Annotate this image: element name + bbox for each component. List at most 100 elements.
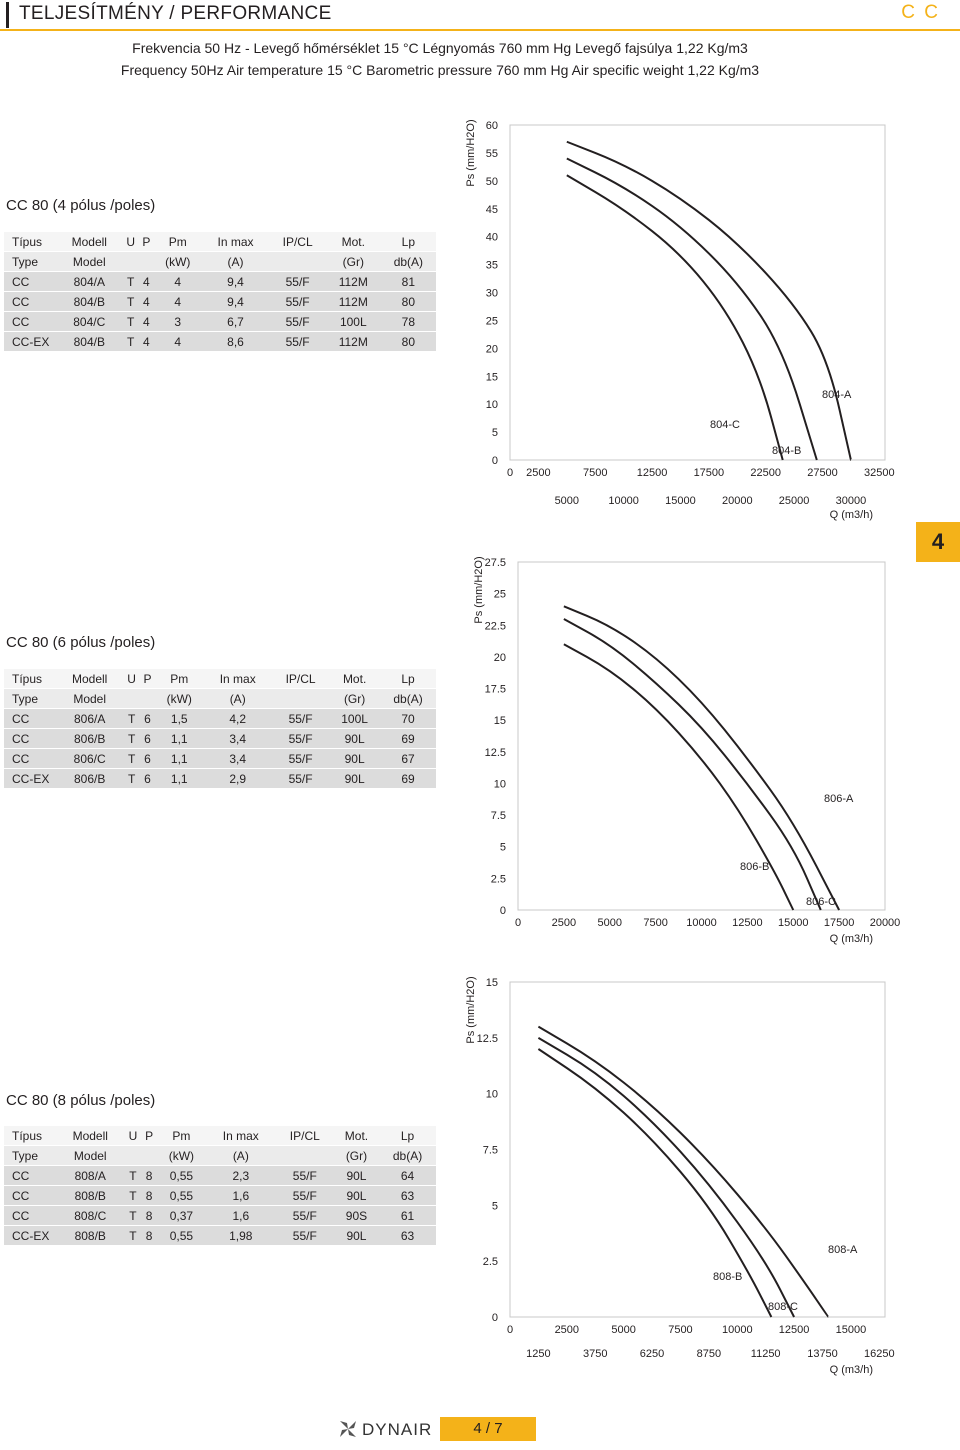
table-cell: 100L bbox=[329, 708, 381, 729]
table-cell: 90L bbox=[333, 1165, 380, 1186]
table-cell: 804/C bbox=[56, 311, 123, 332]
dynair-logo: DYNAIR bbox=[338, 1417, 458, 1441]
x-tick-label-secondary: 3750 bbox=[583, 1348, 607, 1360]
x-tick-label-secondary: 10000 bbox=[608, 495, 639, 507]
x-tick-label: 17500 bbox=[694, 467, 725, 479]
table-cell: 90L bbox=[329, 748, 381, 769]
y-axis-label: Ps (mm/H2O) bbox=[465, 119, 477, 186]
table-row: CC-EX 806/B T 6 1,1 2,9 55/F 90L 69 bbox=[4, 768, 436, 789]
table-cell: In max bbox=[203, 669, 272, 689]
table-row: CC 806/B T 6 1,1 3,4 55/F 90L 69 bbox=[4, 728, 436, 749]
table-cell: Lp bbox=[380, 669, 436, 689]
table-cell bbox=[123, 688, 140, 709]
table-cell: T bbox=[122, 291, 139, 312]
table-cell: Lp bbox=[380, 232, 436, 252]
x-axis-label: Q (m3/h) bbox=[830, 509, 873, 521]
table-cell: 55/F bbox=[272, 728, 330, 749]
x-axis-label: Q (m3/h) bbox=[830, 933, 873, 945]
y-tick-label: 60 bbox=[486, 120, 498, 132]
table-cell: 4 bbox=[153, 291, 202, 312]
table-cell: 806/B bbox=[56, 768, 124, 789]
table-cell: Modell bbox=[56, 232, 123, 252]
table-cell: 80 bbox=[380, 331, 436, 352]
table-cell: CC bbox=[4, 1185, 56, 1206]
table-cell: 0,55 bbox=[156, 1165, 206, 1186]
y-tick-label: 0 bbox=[500, 905, 506, 917]
page-number-box: 4 / 7 bbox=[440, 1417, 536, 1441]
y-tick-label: 20 bbox=[494, 652, 506, 664]
x-tick-label-secondary: 20000 bbox=[722, 495, 753, 507]
table-cell: 804/B bbox=[56, 291, 123, 312]
table-cell: T bbox=[124, 1225, 142, 1246]
table-cell: Model bbox=[56, 688, 124, 709]
table-cell: U bbox=[123, 669, 140, 689]
table-cell: 55/F bbox=[269, 331, 326, 352]
section-tab[interactable]: 4 bbox=[916, 522, 960, 562]
series-line-804-C bbox=[566, 174, 784, 461]
y-tick-label: 25 bbox=[486, 315, 498, 327]
x-tick-label-secondary: 15000 bbox=[665, 495, 696, 507]
x-tick-label: 22500 bbox=[750, 467, 781, 479]
table-header-row: Type Model (kW) (A) (Gr) db(A) bbox=[4, 688, 436, 709]
table-row: CC 808/C T 8 0,37 1,6 55/F 90S 61 bbox=[4, 1205, 436, 1226]
table-cell: T bbox=[123, 748, 140, 769]
x-tick-label: 17500 bbox=[824, 917, 855, 929]
x-tick-label: 2500 bbox=[555, 1324, 579, 1336]
performance-chart-6pole: 0 2.5 5 7.5 10 12.5 15 17.5 20 22.5 25 27.5Ps (mm/H… bbox=[473, 556, 900, 945]
table-cell: P bbox=[141, 1126, 157, 1146]
y-tick-label: 45 bbox=[486, 204, 498, 216]
series-label-806-B: 806-B bbox=[740, 861, 769, 873]
table-cell: (kW) bbox=[156, 1145, 206, 1166]
table-row: CC 806/A T 6 1,5 4,2 55/F 100L 70 bbox=[4, 708, 436, 729]
subtitle-en: Frequency 50Hz Air temperature 15 °C Bar… bbox=[120, 62, 760, 78]
x-tick-label: 12500 bbox=[637, 467, 668, 479]
table-cell: 2,9 bbox=[203, 768, 272, 789]
x-tick-label: 10000 bbox=[686, 917, 717, 929]
section-title-4pole: CC 80 (4 pólus /poles) bbox=[6, 197, 156, 214]
logo-text: DYNAIR bbox=[362, 1420, 433, 1439]
x-tick-label-secondary: 25000 bbox=[779, 495, 810, 507]
table-cell: 69 bbox=[380, 768, 436, 789]
table-cell: 1,1 bbox=[155, 748, 204, 769]
table-cell: CC bbox=[4, 311, 56, 332]
table-cell: 90L bbox=[333, 1225, 380, 1246]
table-cell: (A) bbox=[205, 1145, 276, 1166]
table-cell: CC bbox=[4, 1165, 56, 1186]
table-cell: 61 bbox=[379, 1205, 436, 1226]
table-cell: 67 bbox=[380, 748, 436, 769]
page-title: TELJESÍTMÉNY / PERFORMANCE bbox=[19, 3, 332, 24]
table-header-row: Type Model (kW) (A) (Gr) db(A) bbox=[4, 251, 436, 272]
table-cell: T bbox=[124, 1205, 142, 1226]
table-cell: 112M bbox=[325, 271, 381, 292]
y-tick-label: 30 bbox=[486, 288, 498, 300]
series-line-806-C bbox=[563, 643, 795, 911]
table-cell bbox=[275, 1145, 334, 1166]
series-line-808-B bbox=[537, 1036, 795, 1318]
table-cell: 808/C bbox=[56, 1205, 125, 1226]
table-cell: CC bbox=[4, 708, 56, 729]
table-cell: 78 bbox=[380, 311, 436, 332]
y-tick-label: 22.5 bbox=[485, 620, 506, 632]
table-cell: 8 bbox=[141, 1165, 157, 1186]
table-cell: 806/B bbox=[56, 728, 124, 749]
spec-table-8pole: Típus Modell U P Pm In max IP/CL Mot. Lp Type Mode… bbox=[4, 1126, 436, 1246]
table-cell: 6 bbox=[139, 748, 156, 769]
y-tick-label: 40 bbox=[486, 232, 498, 244]
table-row: CC 804/A T 4 4 9,4 55/F 112M 81 bbox=[4, 271, 436, 292]
series-label-808-B: 808-B bbox=[713, 1271, 742, 1283]
table-cell: Type bbox=[4, 1145, 56, 1166]
y-axis-label: Ps (mm/H2O) bbox=[465, 976, 477, 1043]
y-tick-label: 7.5 bbox=[491, 810, 506, 822]
series-line-806-A bbox=[563, 605, 841, 911]
y-tick-label: 10 bbox=[486, 1089, 498, 1101]
y-tick-label: 10 bbox=[494, 778, 506, 790]
table-cell: 8 bbox=[141, 1185, 157, 1206]
table-cell: 6 bbox=[139, 708, 156, 729]
y-tick-label: 35 bbox=[486, 260, 498, 272]
x-tick-label-secondary: 6250 bbox=[640, 1348, 664, 1360]
table-cell bbox=[122, 251, 139, 272]
y-tick-label: 12.5 bbox=[485, 747, 506, 759]
table-cell: 0,55 bbox=[156, 1225, 206, 1246]
table-cell: (A) bbox=[201, 251, 270, 272]
x-tick-label: 5000 bbox=[598, 917, 622, 929]
